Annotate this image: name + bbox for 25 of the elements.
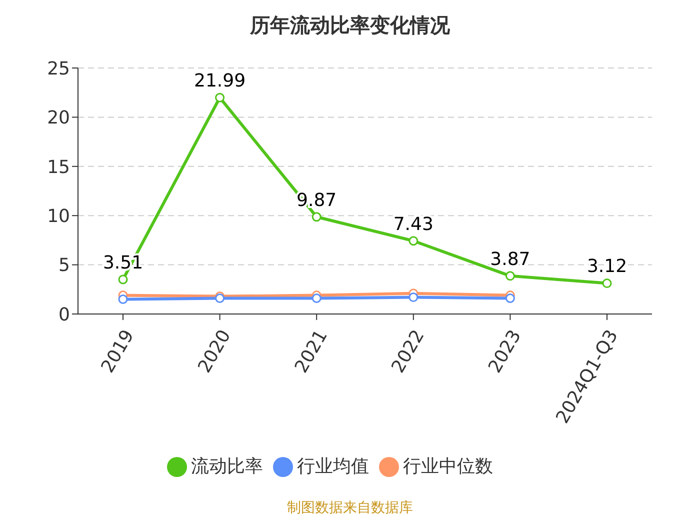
y-tick-label: 5 (58, 255, 70, 276)
point (408, 292, 418, 302)
point (602, 278, 612, 288)
point (312, 212, 322, 222)
chart-title: 历年流动比率变化情况 (248, 12, 451, 39)
point (118, 294, 128, 304)
point (312, 294, 322, 304)
point (505, 294, 515, 304)
text: 制图数据来自数据库 (286, 499, 414, 517)
point (408, 236, 418, 246)
data-label: 3.87 (490, 248, 530, 270)
point (118, 274, 128, 284)
legend-label: 行业中位数 (403, 456, 493, 477)
data-label: 3.12 (586, 256, 628, 278)
y-tick-label: 10 (47, 206, 70, 227)
y-tick-label: 20 (47, 108, 70, 129)
y-tick-label: 25 (47, 58, 70, 80)
legend-label: 流动比率 (191, 456, 263, 477)
point (215, 92, 225, 102)
point (505, 271, 515, 281)
data-label: 7.43 (393, 214, 434, 235)
y-tick-label: 15 (47, 156, 70, 178)
y-tick-label: 0 (58, 304, 70, 326)
data-label: 21.99 (194, 70, 246, 92)
legend-label: 行业均值 (297, 456, 369, 477)
